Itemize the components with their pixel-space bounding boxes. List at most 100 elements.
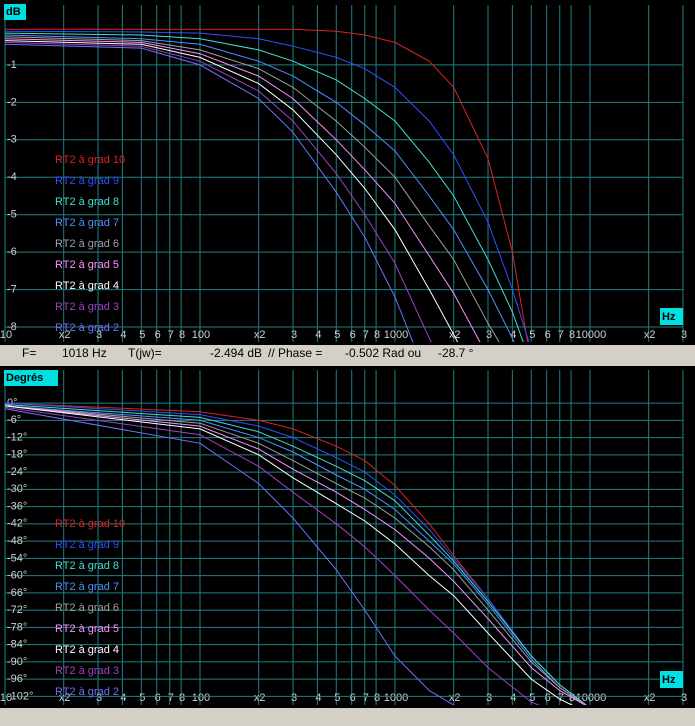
legend-label: RT2 à grad 7	[55, 217, 119, 229]
x-tick-label: 100	[192, 692, 210, 704]
x-tick-label: 7	[363, 692, 369, 704]
x-tick-label: 1000	[384, 329, 408, 341]
legend-label: RT2 à grad 3	[55, 665, 119, 677]
x-tick-label: x2	[449, 692, 461, 704]
y-tick-label: -12°	[7, 431, 27, 443]
x-tick-label: 10000	[576, 329, 607, 341]
x-tick-label: x2	[449, 329, 461, 341]
legend-label: RT2 à grad 8	[55, 196, 119, 208]
x-tick-label: 5	[334, 329, 340, 341]
x-tick-label: 100	[192, 329, 210, 341]
status-frequency: 1018 Hz	[62, 346, 107, 360]
legend-label: RT2 à grad 7	[55, 581, 119, 593]
x-tick-label: 4	[315, 692, 321, 704]
y-tick-label: -6	[7, 246, 17, 258]
x-tick-label: 8	[179, 692, 185, 704]
curve	[5, 404, 588, 705]
y-tick-label: -90°	[7, 656, 27, 668]
y-tick-label: -30°	[7, 483, 27, 495]
y-tick-label: -48°	[7, 535, 27, 547]
y-axis-label: Degrés	[6, 372, 43, 384]
y-tick-label: -102°	[7, 690, 33, 702]
y-tick-label: -24°	[7, 466, 27, 478]
y-axis-label-box	[4, 4, 26, 20]
x-tick-label: 4	[315, 329, 321, 341]
x-tick-label: 6	[350, 692, 356, 704]
y-axis-label-box	[4, 370, 58, 386]
x-tick-label: 5	[334, 692, 340, 704]
x-tick-label: 5	[139, 692, 145, 704]
x-tick-label: 7	[168, 329, 174, 341]
x-tick-label: x2	[59, 692, 71, 704]
x-tick-label: 3	[486, 329, 492, 341]
status-f-label: F=	[22, 346, 36, 360]
y-tick-label: -84°	[7, 639, 27, 651]
legend-label: RT2 à grad 4	[55, 280, 119, 292]
y-tick-label: -6°	[7, 414, 21, 426]
x-tick-label: 6	[545, 692, 551, 704]
y-tick-label: -54°	[7, 552, 27, 564]
x-tick-label: 6	[155, 692, 161, 704]
y-axis-label: dB	[6, 6, 21, 18]
y-tick-label: -96°	[7, 673, 27, 685]
x-tick-label: x2	[59, 329, 71, 341]
curve	[5, 32, 524, 342]
y-tick-label: -72°	[7, 604, 27, 616]
legend-label: RT2 à grad 3	[55, 301, 119, 313]
curve	[5, 405, 574, 705]
status-gain: -2.494 dB	[210, 346, 262, 360]
status-t-label: T(jw)=	[128, 346, 162, 360]
chart-panel: 10 x2 3 4 5 6 7 8 100 x2 3 4 5 6 7 8 1000 x2 3 4 5 6 7 8 10000 x2…	[0, 366, 695, 708]
x-tick-label: 3	[681, 692, 687, 704]
curve	[5, 38, 481, 342]
legend-label: RT2 à grad 4	[55, 644, 119, 656]
x-tick-label: 3	[681, 329, 687, 341]
status-phase-deg: -28.7 °	[438, 346, 474, 360]
x-tick-label: 1000	[384, 692, 408, 704]
legend-label: RT2 à grad 2	[55, 686, 119, 698]
x-tick-label: 3	[96, 329, 102, 341]
x-tick-label: 7	[168, 692, 174, 704]
curve	[5, 41, 432, 342]
status-phase-rad: -0.502 Rad ou	[345, 346, 421, 360]
x-tick-label: x2	[254, 329, 266, 341]
x-axis-label: Hz	[662, 674, 676, 686]
y-tick-label: -8	[7, 321, 17, 333]
curve	[5, 30, 530, 342]
y-tick-label: -66°	[7, 587, 27, 599]
x-tick-label: 4	[120, 692, 126, 704]
x-tick-label: 7	[558, 329, 564, 341]
legend-label: RT2 à grad 6	[55, 602, 119, 614]
x-tick-label: 10	[0, 692, 12, 704]
x-tick-label: 8	[374, 329, 380, 341]
x-tick-label: 6	[155, 329, 161, 341]
y-tick-label: -60°	[7, 570, 27, 582]
curve	[5, 40, 459, 342]
x-tick-label: 5	[139, 329, 145, 341]
legend-label: RT2 à grad 10	[55, 518, 125, 530]
y-tick-label: -5	[7, 209, 17, 221]
curves	[5, 28, 530, 342]
x-tick-label: 8	[179, 329, 185, 341]
x-tick-label: 8	[569, 329, 575, 341]
x-axis-label-box	[660, 671, 683, 688]
x-tick-label: 4	[120, 329, 126, 341]
x-tick-label: 4	[510, 329, 516, 341]
x-tick-label: 8	[374, 692, 380, 704]
x-tick-label: x2	[644, 692, 656, 704]
legend-label: RT2 à grad 10	[55, 154, 125, 166]
x-axis-label: Hz	[662, 311, 676, 323]
curve	[5, 43, 414, 342]
y-tick-label: -7	[7, 283, 17, 295]
curve	[5, 405, 587, 705]
curve	[5, 405, 587, 705]
x-tick-label: 3	[291, 692, 297, 704]
legend-label: RT2 à grad 9	[55, 539, 119, 551]
x-tick-label: 7	[363, 329, 369, 341]
legend-label: RT2 à grad 9	[55, 175, 119, 187]
plot-background	[0, 0, 695, 345]
x-tick-label: 10000	[576, 692, 607, 704]
x-tick-label: 10	[0, 329, 12, 341]
x-tick-label: 6	[350, 329, 356, 341]
